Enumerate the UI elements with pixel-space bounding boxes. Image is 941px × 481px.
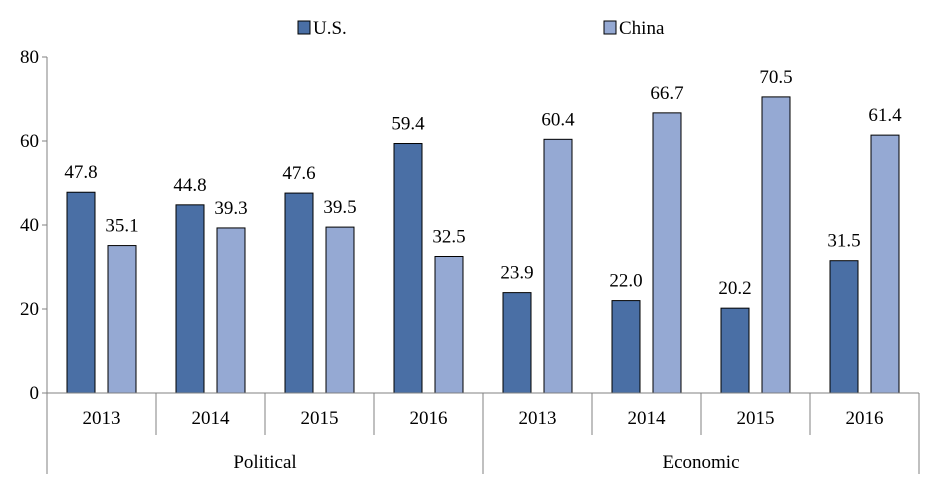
bar-china (216, 227, 246, 394)
y-axis: 0 20 40 60 80 (20, 47, 48, 404)
x-tick-label: 2013 (519, 408, 557, 429)
legend-swatch-china (603, 20, 617, 35)
bar-china (652, 112, 682, 394)
legend: U.S. China (297, 18, 665, 39)
bars (66, 96, 900, 394)
bar-china (434, 256, 464, 394)
data-label: 20.2 (718, 278, 751, 299)
x-tick-label: 2015 (737, 408, 775, 429)
legend-label: China (619, 18, 665, 39)
y-tick-label: 20 (20, 299, 39, 320)
bar-china (325, 226, 355, 394)
data-label: 39.3 (214, 198, 247, 219)
bar-china (870, 134, 900, 394)
x-tick-label: 2014 (192, 408, 231, 429)
data-label: 47.8 (64, 162, 97, 183)
data-label: 66.7 (650, 83, 683, 104)
bar-china (107, 245, 137, 394)
bar-china (761, 96, 791, 394)
data-label: 22.0 (609, 271, 642, 292)
data-label: 60.4 (541, 109, 575, 130)
x-tick-label: 2016 (410, 408, 448, 429)
bar-us (720, 307, 750, 394)
data-label: 23.9 (500, 263, 533, 284)
y-tick-label: 60 (20, 131, 39, 152)
bar-us (611, 300, 641, 394)
x-tick-label: 2016 (846, 408, 884, 429)
data-label: 47.6 (282, 163, 315, 184)
bar-us (829, 260, 859, 394)
y-tick-label: 80 (20, 47, 39, 68)
bar-us (284, 192, 314, 394)
y-tick-label: 40 (20, 215, 39, 236)
x-tick-label: 2013 (83, 408, 121, 429)
data-label: 35.1 (105, 216, 138, 237)
data-label: 44.8 (173, 175, 206, 196)
x-axis: 2013 2014 2015 2016 2013 2014 2015 2016 Politica… (46, 392, 920, 474)
bar-china (543, 138, 573, 394)
bar-us (175, 204, 205, 394)
data-label: 39.5 (323, 197, 356, 218)
data-label: 31.5 (827, 231, 860, 252)
legend-swatch-us (297, 20, 311, 35)
data-labels: 47.8 35.1 44.8 39.3 47.6 39.5 59.4 32.5 23.9 60.4… (64, 67, 902, 299)
legend-label: U.S. (313, 18, 347, 39)
bar-us (66, 191, 96, 394)
y-tick-label: 0 (30, 383, 40, 404)
bar-us (393, 143, 423, 394)
data-label: 32.5 (432, 227, 465, 248)
group-label: Economic (662, 452, 739, 473)
data-label: 70.5 (759, 67, 792, 88)
group-label: Political (233, 452, 296, 473)
bar-us (502, 292, 532, 394)
x-tick-label: 2015 (301, 408, 339, 429)
data-label: 59.4 (391, 114, 425, 135)
x-tick-label: 2014 (628, 408, 667, 429)
data-label: 61.4 (868, 105, 902, 126)
